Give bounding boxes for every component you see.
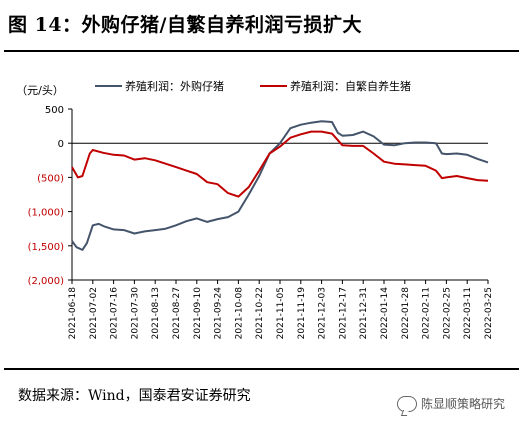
x-tick-label: 2021-11-19 xyxy=(297,287,307,340)
y-tick-label: 0 xyxy=(58,139,64,150)
x-tick-label: 2022-01-28 xyxy=(401,287,411,340)
legend-label-2: 养殖利润：自繁自养生猪 xyxy=(290,79,411,93)
y-axis-label: （元/头） xyxy=(16,84,64,97)
x-tick-label: 2021-10-22 xyxy=(255,287,265,339)
x-tick-label: 2021-07-30 xyxy=(130,287,140,340)
watermark: 陈显顺策略研究 xyxy=(396,395,505,412)
watermark-text: 陈显顺策略研究 xyxy=(420,397,505,411)
x-tick-label: 2022-02-11 xyxy=(422,287,432,339)
y-tick-label: 500 xyxy=(45,105,64,116)
x-tick-label: 2021-11-05 xyxy=(276,287,286,339)
x-tick-label: 2022-03-11 xyxy=(463,287,473,339)
x-tick-label: 2021-09-10 xyxy=(193,287,203,340)
legend-label-1: 养殖利润：外购仔猪 xyxy=(125,79,224,93)
x-tick-label: 2021-12-17 xyxy=(338,287,348,339)
title-bar: 图 14：外购仔猪/自繁自养利润亏损扩大 xyxy=(4,2,519,52)
x-tick-label: 2021-08-27 xyxy=(172,287,182,339)
y-tick-label: (1,500) xyxy=(28,242,65,253)
x-tick-label: 2021-06-18 xyxy=(68,287,78,340)
source-note: 数据来源：Wind，国泰君安证券研究 xyxy=(18,388,251,404)
x-tick-label: 2021-12-03 xyxy=(318,287,328,339)
x-tick-label: 2022-01-14 xyxy=(380,287,390,340)
x-tick-label: 2021-09-24 xyxy=(214,287,224,340)
x-tick-label: 2022-03-25 xyxy=(484,287,494,339)
series-line-2 xyxy=(71,130,489,198)
source-bar: 数据来源：Wind，国泰君安证券研究 陈显顺策略研究 xyxy=(4,368,519,426)
chat-bubble-icon xyxy=(396,395,417,412)
page-title: 图 14：外购仔猪/自繁自养利润亏损扩大 xyxy=(8,14,362,36)
series-line-1 xyxy=(71,120,489,251)
y-tick-label: (2,000) xyxy=(28,276,65,287)
y-tick-label: (500) xyxy=(37,173,64,184)
x-tick-label: 2021-10-08 xyxy=(234,287,244,340)
x-tick-label: 2021-08-13 xyxy=(151,287,161,339)
y-tick-label: (1,000) xyxy=(28,208,65,219)
line-chart: （元/头）5000(500)(1,000)(1,500)(2,000)2021-… xyxy=(16,79,494,340)
x-tick-label: 2021-07-02 xyxy=(89,287,99,339)
x-tick-label: 2022-02-25 xyxy=(442,287,452,339)
x-tick-label: 2021-12-31 xyxy=(359,287,369,339)
x-tick-label: 2021-07-16 xyxy=(110,287,120,340)
